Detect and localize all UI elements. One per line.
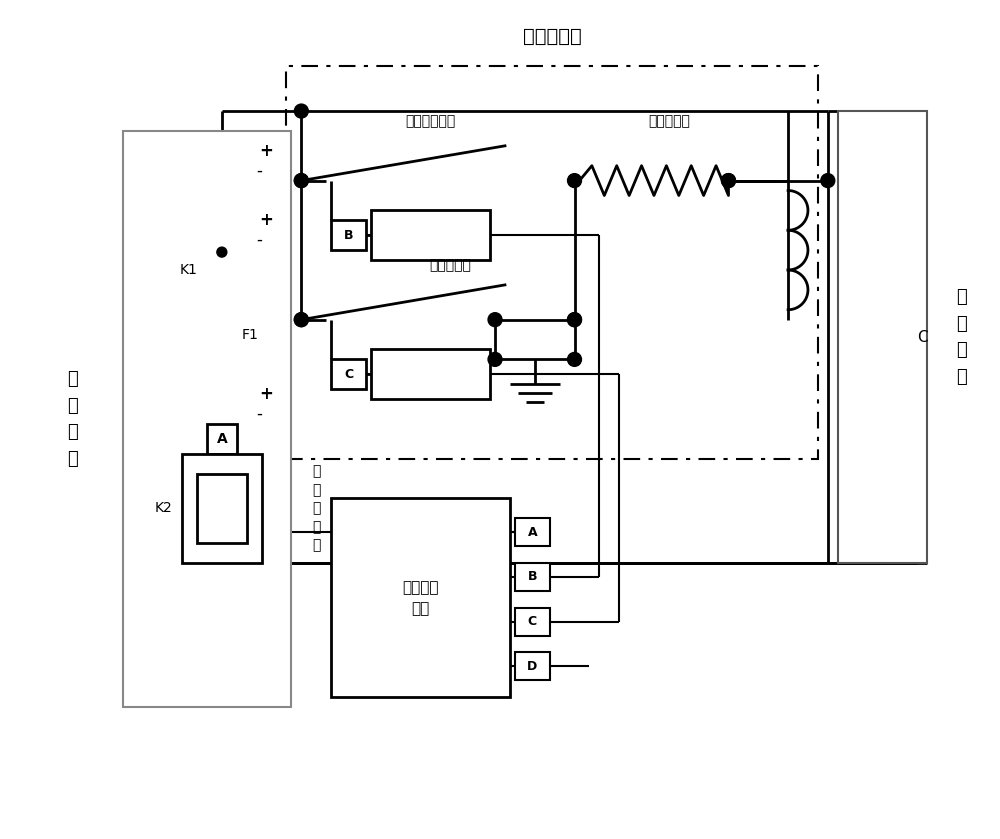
Circle shape — [294, 313, 308, 326]
Bar — [515, 653, 550, 680]
Bar — [331, 498, 510, 697]
Bar — [515, 519, 550, 546]
Text: +: + — [260, 385, 273, 404]
Text: +: + — [260, 142, 273, 159]
Bar — [515, 607, 550, 636]
Text: 预充电电阻: 预充电电阻 — [648, 114, 690, 128]
Text: +: + — [260, 211, 273, 229]
Text: C: C — [917, 330, 927, 345]
Circle shape — [488, 352, 502, 367]
Circle shape — [568, 313, 581, 326]
Bar — [197, 474, 247, 543]
Text: 电
池
系
统: 电 池 系 统 — [67, 370, 78, 467]
Text: 预充电电路: 预充电电路 — [523, 27, 582, 46]
Bar — [515, 563, 550, 591]
Bar — [838, 111, 927, 563]
Circle shape — [294, 174, 308, 188]
Circle shape — [568, 174, 581, 188]
Text: B: B — [528, 571, 537, 583]
Bar — [123, 131, 291, 707]
Text: 正极接触器: 正极接触器 — [429, 258, 471, 272]
Bar — [371, 211, 490, 260]
Circle shape — [294, 104, 308, 118]
Circle shape — [488, 313, 502, 326]
Text: C: C — [528, 615, 537, 628]
Circle shape — [568, 352, 581, 367]
Text: C: C — [344, 367, 353, 381]
Circle shape — [294, 174, 308, 188]
Circle shape — [217, 248, 227, 257]
Circle shape — [722, 174, 735, 188]
Circle shape — [294, 313, 308, 326]
Text: 预充电接触器: 预充电接触器 — [405, 114, 456, 128]
Text: -: - — [257, 232, 263, 249]
Bar — [182, 454, 262, 563]
Circle shape — [568, 313, 581, 326]
Bar — [331, 221, 366, 250]
Bar — [207, 424, 237, 454]
Text: -: - — [257, 405, 263, 423]
Text: -: - — [257, 162, 263, 180]
Bar — [371, 350, 490, 399]
Text: D: D — [527, 659, 537, 673]
Text: A: A — [527, 526, 537, 539]
Text: K2: K2 — [154, 502, 172, 515]
Text: K1: K1 — [179, 263, 197, 277]
Bar — [286, 66, 818, 459]
Circle shape — [821, 174, 835, 188]
Text: 高
压
负
载: 高 压 负 载 — [957, 289, 967, 386]
Text: A: A — [216, 432, 227, 446]
Text: 负
极
接
触
器: 负 极 接 触 器 — [312, 465, 320, 552]
Text: F1: F1 — [242, 327, 259, 341]
Text: 整车控制
单元: 整车控制 单元 — [402, 580, 439, 616]
Text: B: B — [344, 229, 353, 242]
Circle shape — [722, 174, 735, 188]
Bar — [331, 359, 366, 389]
